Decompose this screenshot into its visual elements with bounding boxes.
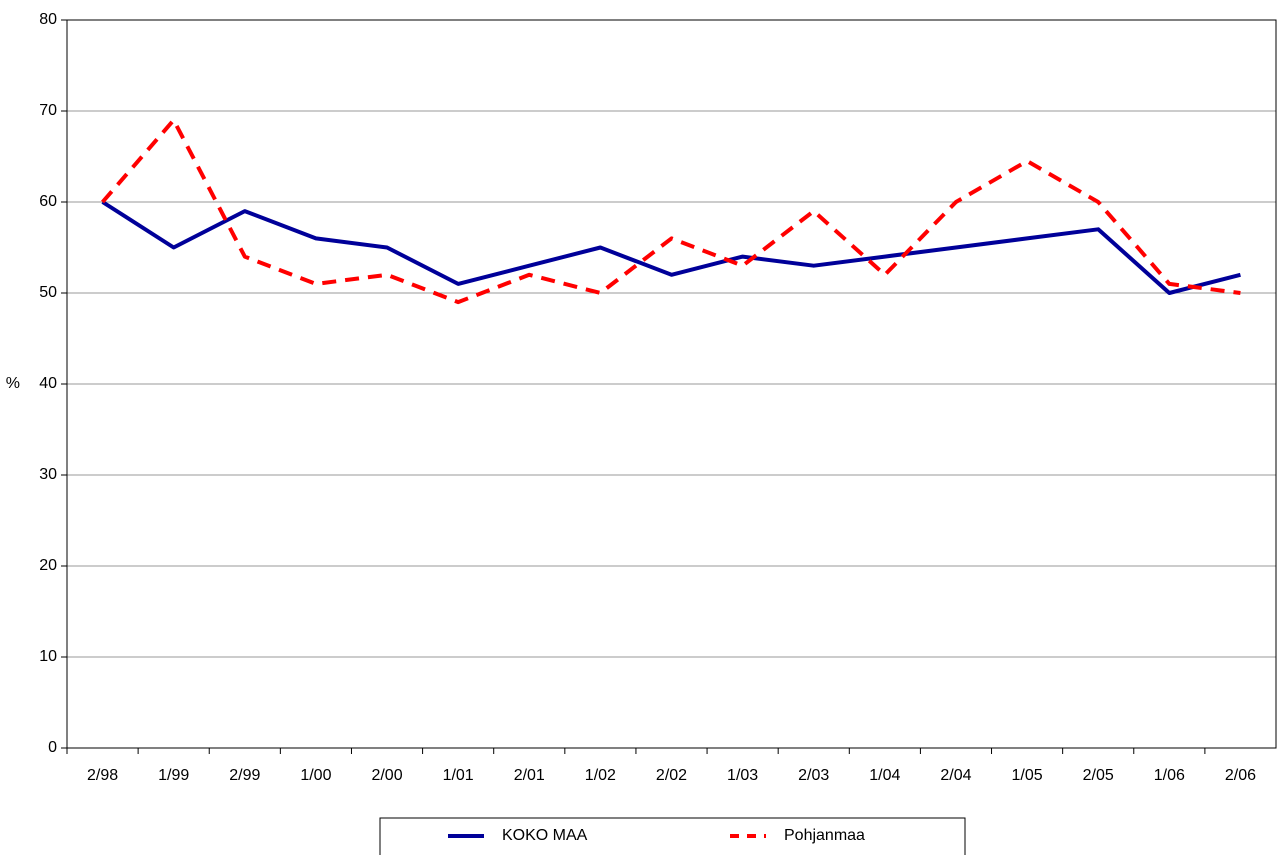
x-tick-label: 2/00	[371, 767, 402, 784]
x-tick-label: 2/98	[87, 767, 118, 784]
x-tick-label: 2/99	[229, 767, 260, 784]
x-tick-label: 2/05	[1083, 767, 1114, 784]
x-tick-label: 1/05	[1012, 767, 1043, 784]
y-tick-label: 20	[39, 557, 57, 574]
x-tick-label: 1/01	[443, 767, 474, 784]
x-tick-label: 1/03	[727, 767, 758, 784]
x-tick-label: 1/99	[158, 767, 189, 784]
y-tick-label: 80	[39, 11, 57, 28]
x-tick-label: 2/06	[1225, 767, 1256, 784]
grid	[67, 19, 1276, 749]
y-tick-label: 70	[39, 102, 57, 119]
y-tick-label: 60	[39, 193, 57, 210]
y-tick-label: 0	[48, 739, 57, 756]
x-tick-label: 2/01	[514, 767, 545, 784]
y-tick-label: 40	[39, 375, 57, 392]
y-tick-label: 50	[39, 284, 57, 301]
x-tick-label: 1/04	[869, 767, 900, 784]
y-tick-label: 10	[39, 648, 57, 665]
x-tick-label: 2/02	[656, 767, 687, 784]
x-tick-label: 1/02	[585, 767, 616, 784]
x-tick-label: 1/00	[300, 767, 331, 784]
x-tick-label: 2/03	[798, 767, 829, 784]
y-axis-label: %	[6, 375, 20, 392]
y-tick-label: 30	[39, 466, 57, 483]
x-tick-label: 1/06	[1154, 767, 1185, 784]
legend-label: Pohjanmaa	[784, 827, 865, 844]
series-line	[101, 200, 1241, 295]
legend-label: KOKO MAA	[502, 827, 588, 844]
series-line	[101, 118, 1241, 305]
x-tick-label: 2/04	[940, 767, 971, 784]
lines	[101, 118, 1241, 305]
